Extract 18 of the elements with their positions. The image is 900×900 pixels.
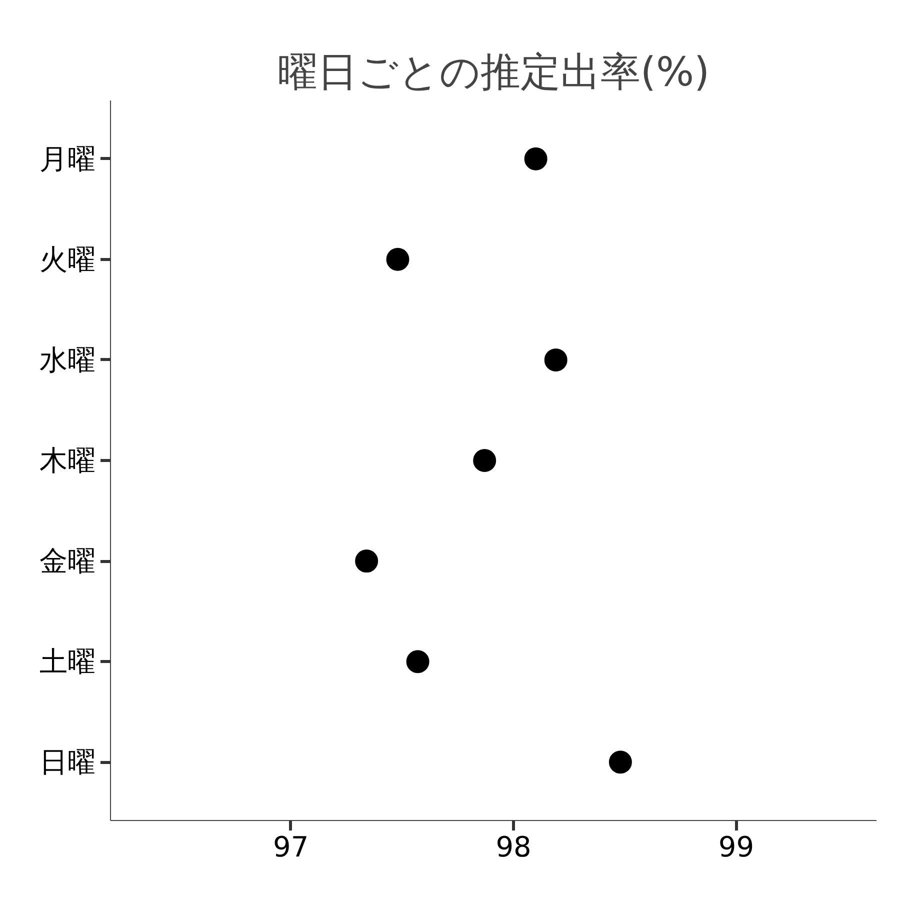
y-tick-label: 日曜 [40,746,96,779]
point [473,449,496,472]
y-tick-label: 土曜 [40,645,96,678]
x-tick-label: 98 [496,830,532,864]
point [524,147,548,170]
point [355,550,378,573]
point [406,650,430,674]
y-tick-label: 金曜 [40,544,96,578]
x-tick-label: 97 [273,830,309,864]
point [386,248,410,271]
x-tick-label: 99 [718,830,754,864]
point [608,750,632,774]
y-tick-label: 火曜 [40,242,96,276]
y-tick-label: 月曜 [40,142,96,176]
y-tick-label: 木曜 [40,444,96,477]
y-tick-label: 水曜 [40,343,96,376]
chart-title: 曜日ごとの推定出率(%) [277,50,710,96]
point [544,348,568,372]
